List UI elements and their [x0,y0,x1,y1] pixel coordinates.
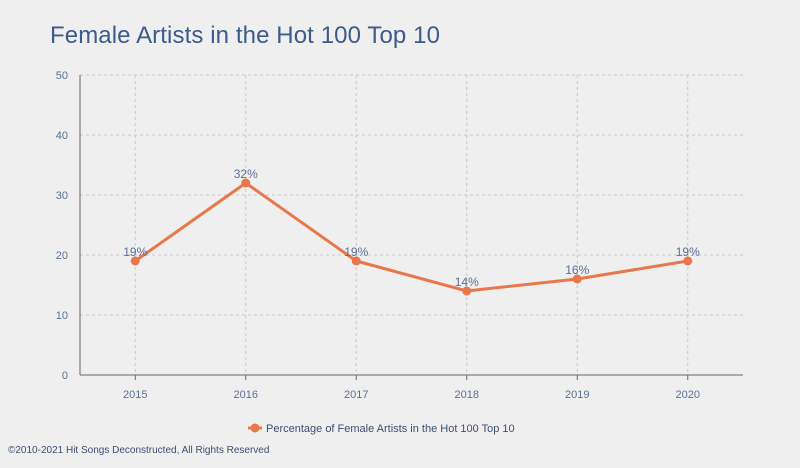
y-tick-label: 10 [56,310,68,322]
axes [79,75,743,380]
data-label: 19% [123,245,147,259]
x-tick-label: 2019 [565,389,589,401]
legend-marker [250,423,260,433]
x-tick-label: 2020 [676,389,700,401]
y-tick-label: 30 [56,190,68,202]
legend-label: Percentage of Female Artists in the Hot … [266,423,515,435]
data-label: 32% [234,167,258,181]
data-label: 19% [344,245,368,259]
data-point [462,286,472,296]
chart-title: Female Artists in the Hot 100 Top 10 [50,22,441,49]
data-point [241,178,251,188]
x-tick-label: 2018 [455,389,479,401]
y-tick-label: 50 [56,70,68,82]
x-tick-label: 2016 [234,389,258,401]
series [130,178,693,296]
y-tick-label: 0 [62,370,68,382]
tick-labels: 0 10 20 30 40 50 2015 2016 2017 2018 2019 2020 [56,70,700,401]
data-point [572,274,582,284]
legend[interactable]: Percentage of Female Artists in the Hot … [248,423,515,435]
series-line [134,181,688,293]
y-tick-label: 40 [56,130,68,142]
data-point [130,256,140,266]
data-label: 14% [455,275,479,289]
x-tick-label: 2015 [123,389,147,401]
data-point [683,256,693,266]
copyright-notice: ©2010-2021 Hit Songs Deconstructed, All … [8,445,270,456]
data-label: 19% [676,245,700,259]
data-labels: 19% 32% 19% 14% 16% 19% [123,167,700,289]
y-tick-label: 20 [56,250,68,262]
x-tick-label: 2017 [344,389,368,401]
data-point [351,256,361,266]
data-label: 16% [565,263,589,277]
grid-lines [80,74,743,375]
